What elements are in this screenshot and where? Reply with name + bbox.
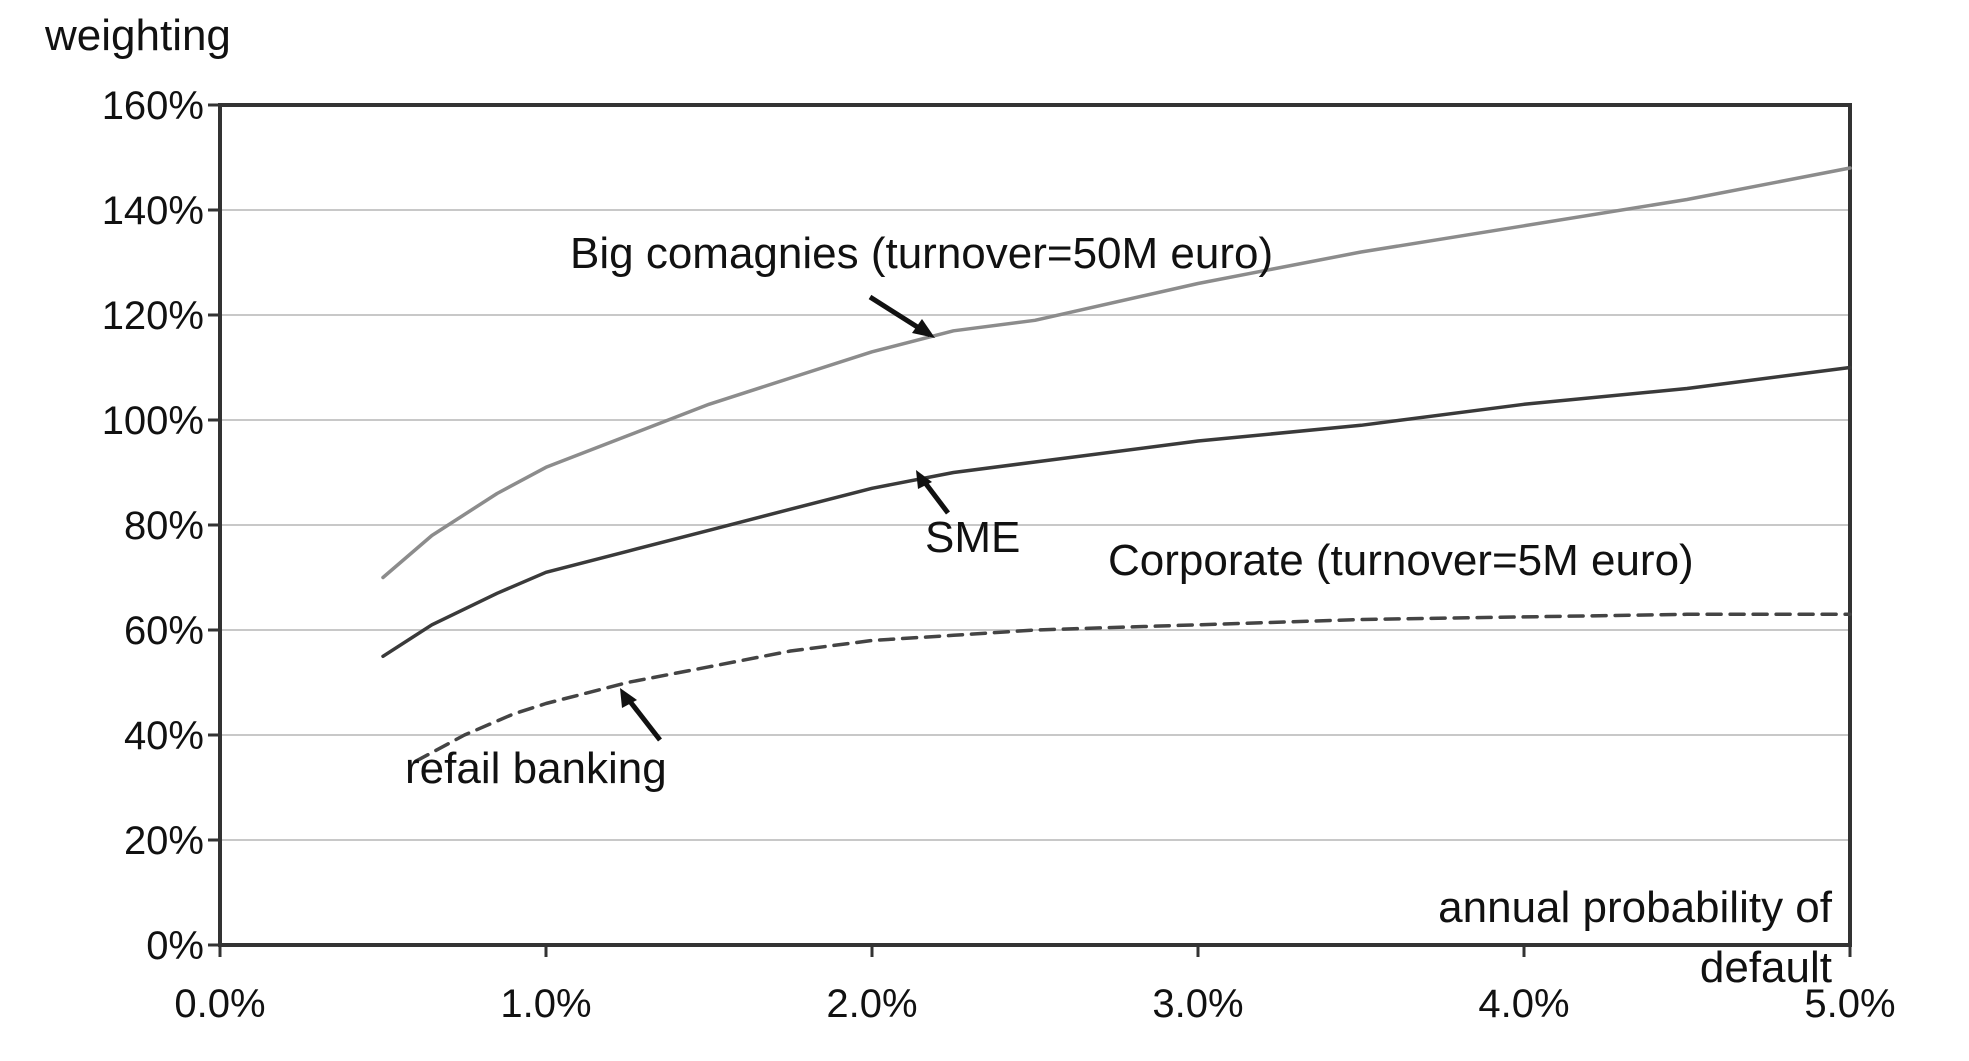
y-tick-label: 20% [124, 819, 204, 863]
series-group [381, 166, 1852, 764]
x-tick-label: 4.0% [1478, 982, 1569, 1026]
y-axis-title: weighting [44, 11, 231, 60]
series-corporate-line [413, 612, 1852, 764]
x-tick-label: 0.0% [174, 982, 265, 1026]
gridlines [220, 209, 1850, 841]
y-tick-label: 120% [102, 294, 204, 338]
y-tick-label: 0% [146, 924, 204, 968]
y-tick-label: 60% [124, 609, 204, 653]
x-axis-title-line-2: default [1700, 943, 1832, 992]
annotation-big-companies-arrowhead [912, 319, 935, 338]
annotation-retail-banking-arrowhead [620, 688, 637, 708]
y-tick-label: 80% [124, 504, 204, 548]
annotations: Big comagnies (turnover=50M euro) SME Co… [405, 229, 1694, 793]
y-tick-label: 40% [124, 714, 204, 758]
y-axis-ticks: 0% 20% 40% 60% 80% 100% 120% 140% 160% [102, 84, 220, 968]
x-tick-label: 3.0% [1152, 982, 1243, 1026]
x-tick-label: 2.0% [826, 982, 917, 1026]
annotation-sme: SME [925, 513, 1020, 562]
annotation-big-companies: Big comagnies (turnover=50M euro) [570, 229, 1273, 278]
x-axis-title: annual probability of [1438, 883, 1833, 932]
series-big-companies-line [381, 166, 1852, 580]
annotation-retail-banking: refail banking [405, 744, 667, 793]
y-tick-label: 100% [102, 399, 204, 443]
y-tick-label: 140% [102, 189, 204, 233]
x-tick-label: 1.0% [500, 982, 591, 1026]
x-tick-label: 5.0% [1804, 982, 1895, 1026]
series-sme-line [381, 365, 1852, 659]
annotation-corporate: Corporate (turnover=5M euro) [1108, 536, 1694, 585]
y-tick-label: 160% [102, 84, 204, 128]
x-axis-ticks: 0.0% 1.0% 2.0% 3.0% 4.0% 5.0% [174, 945, 1896, 1026]
annotation-sme-arrowhead [916, 470, 932, 489]
